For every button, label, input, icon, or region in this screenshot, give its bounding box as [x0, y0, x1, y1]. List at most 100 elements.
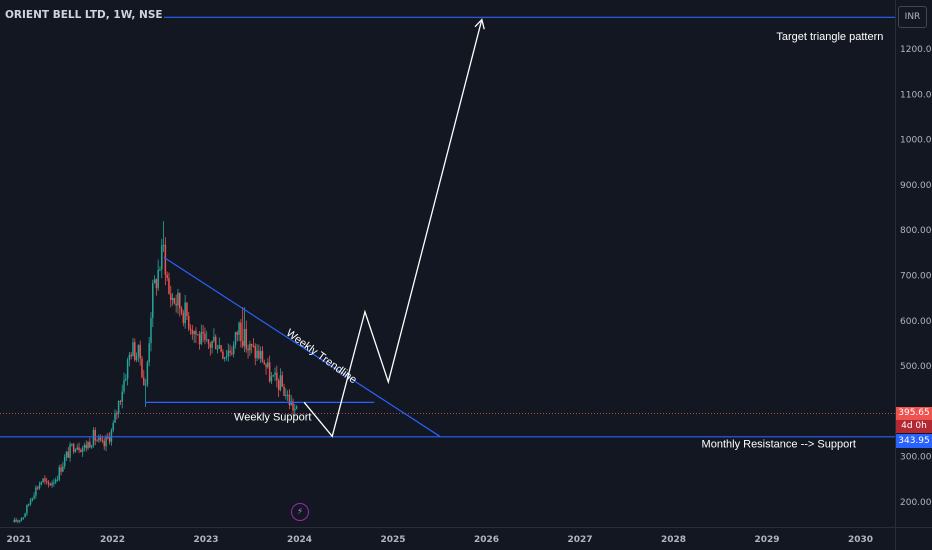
candle-body — [276, 372, 278, 381]
candle-body — [263, 362, 266, 365]
candle-body — [286, 394, 289, 396]
weekly-support-annotation: Weekly Support — [234, 411, 311, 423]
candle-body — [137, 344, 140, 357]
candle-body — [58, 467, 61, 480]
candle-body — [250, 343, 253, 346]
candle-body — [218, 345, 221, 349]
candle-body — [270, 376, 273, 382]
candle-body — [125, 378, 127, 381]
candle-body — [99, 437, 102, 440]
candle-body — [69, 444, 71, 458]
candle-body — [191, 330, 194, 335]
currency-selector[interactable]: INR — [898, 6, 927, 28]
candle-body — [29, 500, 32, 505]
candle-body — [164, 244, 167, 275]
candle-body — [17, 520, 19, 522]
candle-body — [33, 495, 35, 499]
candle-body — [294, 408, 296, 411]
candle-body — [279, 375, 282, 391]
candle-body — [178, 292, 181, 309]
x-tick-label: 2022 — [100, 535, 125, 545]
candle-body — [112, 422, 114, 431]
candle-body — [26, 504, 28, 514]
candle-body — [15, 519, 17, 522]
y-tick-label: 1200.00 — [900, 45, 932, 55]
candle-body — [121, 391, 123, 402]
candle-body — [85, 444, 87, 449]
monthly-resistance-support-annotation: Monthly Resistance --> Support — [702, 439, 856, 451]
candle-body — [53, 482, 55, 484]
candle-body — [225, 356, 228, 358]
candle-body — [211, 341, 213, 348]
candle-body — [245, 329, 248, 349]
candle-body — [223, 357, 226, 359]
y-tick-label: 1000.00 — [900, 136, 932, 146]
candle-body — [205, 339, 208, 341]
y-tick-label: 500.00 — [900, 362, 932, 372]
candle-body — [22, 517, 25, 519]
candle-body — [126, 359, 129, 379]
candle-body — [189, 328, 192, 331]
candle-body — [123, 380, 125, 392]
y-tick-label: 700.00 — [900, 272, 932, 282]
countdown-value: 4d 0h — [901, 421, 927, 431]
projection-arrowhead — [474, 18, 485, 30]
candle-body — [51, 482, 53, 486]
projection-path — [303, 19, 483, 438]
candle-body — [238, 322, 240, 335]
candle-body — [209, 344, 212, 348]
candle-body — [107, 437, 109, 439]
candle-body — [249, 343, 251, 351]
candle-body — [288, 394, 291, 406]
candle-body — [20, 517, 23, 521]
candle-body — [227, 350, 230, 357]
candle-body — [234, 332, 237, 345]
candle-body — [259, 350, 262, 359]
candle-body — [216, 348, 219, 350]
candle-body — [155, 279, 158, 289]
candle-body — [117, 401, 120, 414]
y-tick-label: 1100.00 — [900, 90, 932, 100]
candle-body — [143, 377, 145, 386]
price-axis-separator — [895, 0, 896, 550]
candle-body — [247, 348, 249, 351]
candle-body — [56, 479, 59, 481]
candle-body — [96, 440, 98, 442]
symbol-title[interactable]: ORIENT BELL LTD, 1W, NSE — [5, 9, 163, 21]
candle-body — [94, 430, 96, 441]
y-tick-label: 200.00 — [900, 498, 932, 508]
candle-body — [258, 350, 260, 359]
candle-body — [146, 362, 149, 385]
candle-body — [18, 520, 21, 522]
candle-body — [24, 513, 26, 518]
candle-body — [281, 375, 283, 387]
target-triangle-pattern-annotation: Target triangle pattern — [776, 31, 883, 43]
candle-body — [65, 451, 68, 458]
level-price-value: 343.95 — [898, 436, 930, 446]
candle-body — [240, 322, 242, 342]
lightning-icon[interactable]: ⚡ — [291, 503, 309, 521]
candle-body — [13, 519, 16, 523]
candle-body — [141, 358, 143, 378]
candle-body — [36, 487, 39, 489]
candle-body — [254, 346, 257, 358]
candles-group — [13, 221, 298, 524]
candle-body — [81, 447, 84, 453]
y-tick-label: 600.00 — [900, 317, 932, 327]
y-tick-label: 800.00 — [900, 226, 932, 236]
x-tick-label: 2028 — [661, 535, 686, 545]
last-price-tag: 395.65 — [896, 407, 932, 420]
candle-body — [175, 303, 177, 306]
candle-body — [67, 451, 70, 458]
candle-body — [78, 447, 80, 451]
level-price-tag: 343.95 — [896, 434, 932, 448]
candle-body — [132, 342, 134, 357]
candle-body — [200, 331, 203, 345]
candle-body — [114, 413, 116, 423]
x-tick-label: 2025 — [380, 535, 405, 545]
candle-body — [135, 356, 138, 360]
candle-body — [295, 406, 298, 409]
candle-body — [134, 342, 136, 360]
candle-body — [202, 331, 204, 334]
